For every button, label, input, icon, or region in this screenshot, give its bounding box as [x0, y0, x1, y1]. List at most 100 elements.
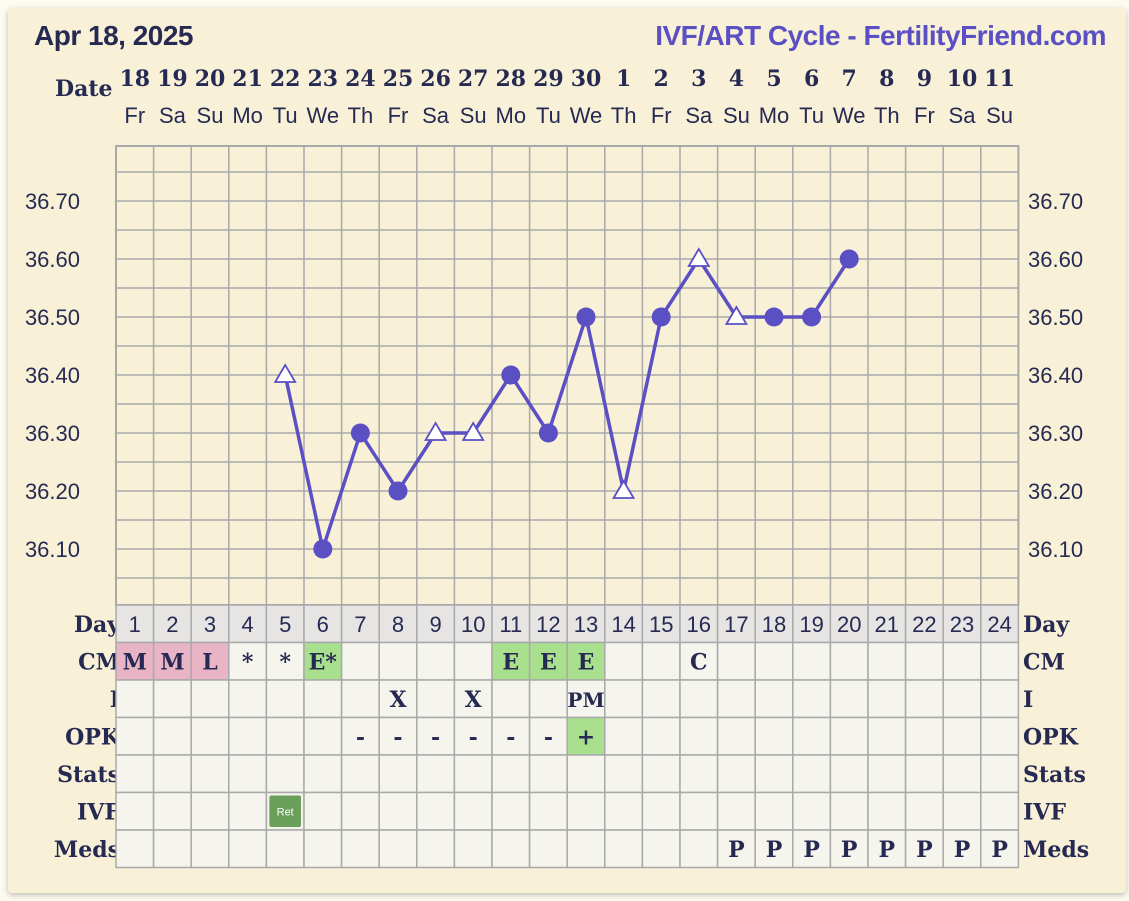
table-cell: [378, 641, 418, 681]
cm-entry: E: [578, 649, 595, 675]
cycle-day-number: 11: [499, 612, 522, 637]
cycle-day-number: 18: [762, 612, 786, 637]
table-cell: [604, 829, 644, 869]
table-cell: [416, 829, 456, 869]
cycle-day-number: 1: [129, 612, 141, 637]
weekday-label: Fr: [914, 103, 935, 128]
table-cell: [115, 754, 155, 794]
table-cell: [942, 641, 982, 681]
temperature-point: [802, 307, 822, 327]
table-cell: [829, 791, 869, 831]
temperature-point: [388, 481, 408, 501]
table-cell: [115, 679, 155, 719]
date-number: 23: [307, 66, 338, 92]
temperature-point: [538, 423, 558, 443]
table-cell: [566, 829, 606, 869]
weekday-label: Th: [348, 103, 374, 128]
table-cell: [303, 679, 343, 719]
date-number: 28: [495, 66, 526, 92]
table-cell: [115, 641, 155, 681]
y-tick-label-right: 36.30: [1028, 421, 1083, 446]
table-cell: [152, 754, 192, 794]
weekday-label: Th: [874, 103, 900, 128]
table-cell: [190, 604, 230, 644]
table-cell: [867, 791, 907, 831]
table-cell: [115, 829, 155, 869]
date-number: 5: [766, 66, 781, 92]
table-cell: [491, 754, 531, 794]
temperature-point-open: [724, 305, 748, 325]
table-cell: [566, 604, 606, 644]
date-number: 18: [119, 66, 150, 92]
meds-entry: P: [879, 837, 896, 863]
y-tick-label-left: 36.20: [25, 479, 80, 504]
row-label-left: IVF: [77, 799, 120, 825]
temperature-point-open: [612, 479, 636, 499]
table-cell: [566, 791, 606, 831]
table-cell: [190, 679, 230, 719]
opk-entry: -: [506, 724, 515, 750]
temperature-point-open: [273, 363, 297, 383]
table-cell: [792, 829, 832, 869]
table-cell: [491, 829, 531, 869]
cm-entry: L: [202, 649, 217, 675]
temperature-point: [313, 539, 333, 559]
table-cell: [528, 829, 568, 869]
date-number: 7: [842, 66, 857, 92]
table-cell: [980, 754, 1020, 794]
opk-entry: -: [544, 724, 553, 750]
table-cell: [679, 716, 719, 756]
i-entry: X: [389, 687, 407, 713]
cycle-day-number: 5: [279, 612, 291, 637]
table-cell: [942, 679, 982, 719]
temperature-point-open: [461, 421, 485, 441]
table-cell: [190, 829, 230, 869]
table-cell: [679, 829, 719, 869]
table-cell: [265, 754, 305, 794]
table-cell: [754, 829, 794, 869]
table-cell: [867, 754, 907, 794]
table-cell: [980, 716, 1020, 756]
table-cell: [754, 791, 794, 831]
table-cell: [453, 716, 493, 756]
row-label-left: Meds: [54, 837, 120, 863]
table-cell: [716, 754, 756, 794]
date-number: 30: [571, 66, 602, 92]
table-cell: [867, 716, 907, 756]
cm-entry: M: [160, 649, 184, 675]
table-cell: [340, 679, 380, 719]
temperature-point: [350, 423, 370, 443]
table-cell: [679, 641, 719, 681]
row-label-right: Meds: [1023, 837, 1089, 863]
table-cell: [303, 829, 343, 869]
table-cell: [340, 754, 380, 794]
table-cell: [604, 679, 644, 719]
table-cell: [980, 829, 1020, 869]
table-cell: [453, 829, 493, 869]
table-cell: [566, 754, 606, 794]
table-cell: [378, 754, 418, 794]
date-number: 27: [458, 66, 489, 92]
table-cell: [716, 604, 756, 644]
weekday-label: Su: [197, 103, 224, 128]
opk-entry: +: [577, 724, 595, 750]
meds-entry: P: [954, 837, 971, 863]
table-cell: [792, 791, 832, 831]
table-cell: [904, 754, 944, 794]
row-label-right: I: [1023, 687, 1033, 713]
table-cell: [679, 679, 719, 719]
cm-entry: C: [690, 649, 708, 675]
table-cell: [453, 791, 493, 831]
table-cell: [980, 641, 1020, 681]
row-label-left: Day: [74, 612, 121, 638]
meds-entry: P: [916, 837, 933, 863]
table-cell: [528, 679, 568, 719]
chart-title: IVF/ART Cycle - FertilityFriend.com: [655, 20, 1106, 51]
table-cell: [340, 641, 380, 681]
table-cell: [228, 791, 268, 831]
i-entry: PM: [567, 688, 604, 712]
date-number: 9: [917, 66, 932, 92]
weekday-label: Tu: [799, 103, 824, 128]
table-cell: [716, 641, 756, 681]
table-cell: [491, 716, 531, 756]
